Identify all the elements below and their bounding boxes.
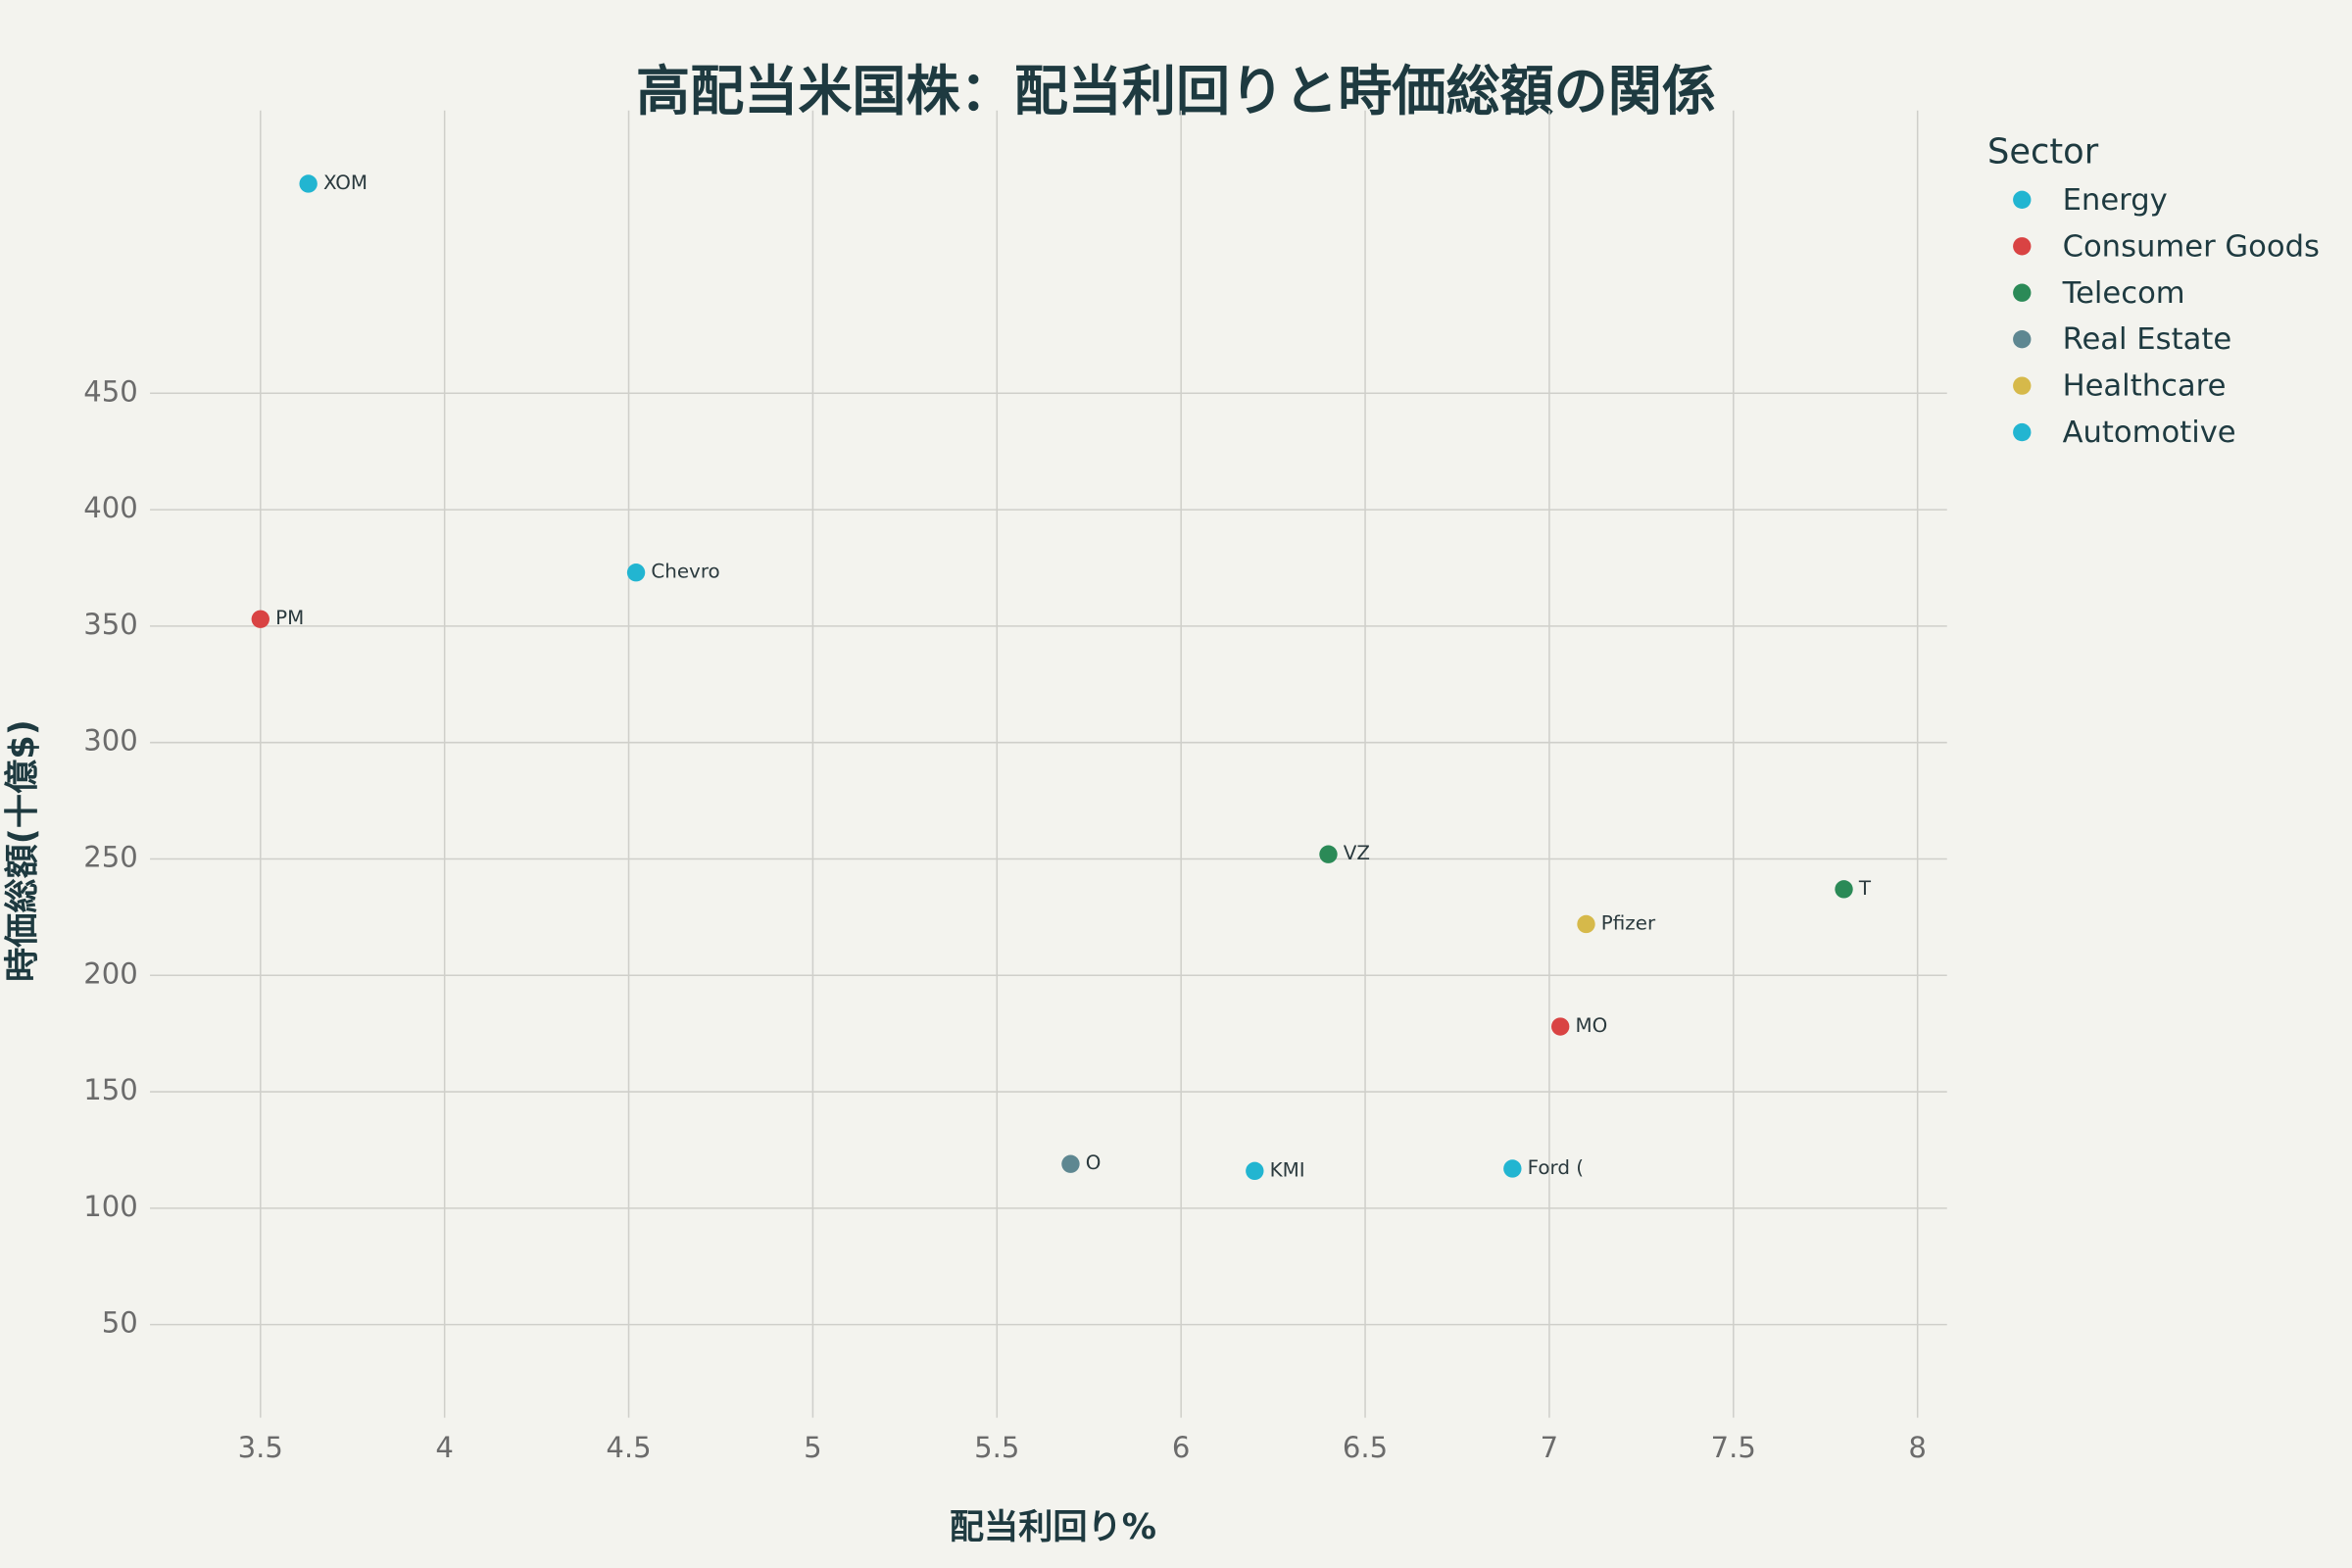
x-tick-label: 5 — [804, 1431, 822, 1464]
legend-label: Healthcare — [2063, 369, 2227, 404]
x-axis-label: 配当利回り% — [950, 1507, 1156, 1547]
legend-marker — [2013, 283, 2032, 302]
legend-marker — [2013, 237, 2032, 256]
x-tick-label: 8 — [1908, 1431, 1927, 1464]
point-label: Pfizer — [1601, 911, 1656, 934]
point-label: VZ — [1344, 842, 1370, 864]
data-point — [299, 174, 318, 193]
data-point — [1551, 1017, 1570, 1036]
legend-marker — [2013, 422, 2032, 442]
y-tick-label: 250 — [83, 840, 138, 873]
point-label: Chevro — [651, 561, 719, 583]
x-tick-label: 6.5 — [1343, 1431, 1388, 1464]
x-tick-label: 4 — [435, 1431, 454, 1464]
legend-label: Energy — [2063, 183, 2168, 218]
data-point — [1503, 1159, 1522, 1178]
x-tick-label: 3.5 — [238, 1431, 283, 1464]
data-point — [626, 564, 646, 582]
chart-title: 高配当米国株：配当利回りと時価総額の関係 — [636, 60, 1716, 122]
data-point — [1319, 845, 1338, 863]
y-tick-label: 200 — [83, 956, 138, 990]
legend-label: Telecom — [2062, 276, 2185, 311]
y-axis-label: 時価総額(十億$) — [2, 719, 42, 982]
y-tick-label: 300 — [83, 724, 138, 758]
data-point — [1835, 880, 1853, 899]
legend-label: Automotive — [2063, 416, 2236, 450]
data-point — [1061, 1154, 1080, 1173]
point-label: T — [1858, 877, 1872, 900]
x-tick-label: 7.5 — [1711, 1431, 1756, 1464]
legend-label: Real Estate — [2063, 322, 2232, 357]
y-tick-label: 450 — [83, 374, 138, 408]
legend-marker — [2013, 190, 2032, 210]
data-point — [1246, 1161, 1264, 1181]
legend-label: Consumer Goods — [2063, 229, 2320, 264]
data-point — [251, 610, 270, 628]
point-label: KMI — [1270, 1158, 1305, 1181]
data-point — [1577, 914, 1595, 934]
point-label: MO — [1576, 1014, 1608, 1037]
y-tick-label: 150 — [83, 1073, 138, 1106]
point-label: PM — [275, 607, 304, 629]
y-tick-label: 400 — [83, 491, 138, 524]
x-tick-label: 4.5 — [606, 1431, 651, 1464]
y-tick-label: 100 — [83, 1190, 138, 1223]
x-tick-label: 7 — [1541, 1431, 1559, 1464]
x-tick-label: 5.5 — [974, 1431, 1019, 1464]
legend-title: Sector — [1987, 131, 2099, 172]
legend-marker — [2013, 329, 2032, 349]
legend-marker — [2013, 376, 2032, 395]
point-label: O — [1086, 1152, 1102, 1174]
y-tick-label: 350 — [83, 608, 138, 641]
point-label: Ford ( — [1528, 1156, 1584, 1179]
x-tick-label: 6 — [1172, 1431, 1191, 1464]
point-label: XOM — [323, 172, 368, 194]
y-tick-label: 50 — [102, 1306, 138, 1340]
